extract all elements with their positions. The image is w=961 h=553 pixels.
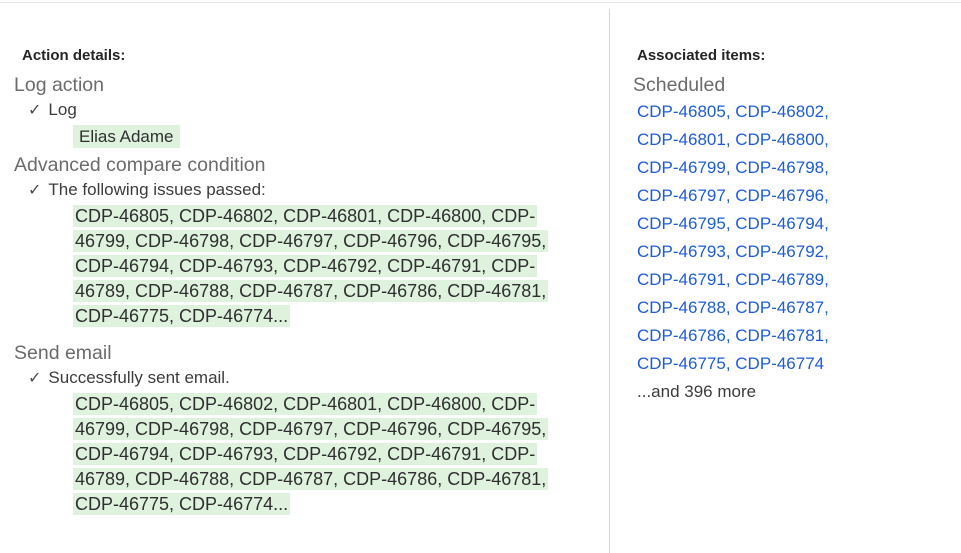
check-icon: ✓ [28,370,42,387]
link-chunk: CDP-46792, [735,238,833,266]
link-separator: , [725,186,736,205]
link-separator: , [824,186,834,205]
result-text: Log [48,100,77,119]
link-chunk: CDP-46798, [735,154,833,182]
log-action-result-row: ✓ Log [28,99,594,122]
item-link[interactable]: CDP-46781 [735,326,825,345]
section-heading-log-action: Log action [14,74,104,96]
link-chunk: CDP-46796, [735,182,833,210]
link-separator: , [824,326,834,345]
section-heading-send-email: Send email [14,342,112,364]
item-link[interactable]: CDP-46796 [735,186,825,205]
link-chunk: CDP-46788, [637,294,735,322]
link-separator: , [824,102,834,121]
link-separator: , [725,326,736,345]
item-link[interactable]: CDP-46788 [637,298,726,317]
link-separator: , [824,298,834,317]
item-link[interactable]: CDP-46805 [637,102,726,121]
link-separator: , [824,242,834,261]
more-items-count: ...and 396 more [637,382,757,401]
associated-items-panel: Associated items: Scheduled CDP-46805, C… [633,46,933,404]
highlighted-value: Elias Adame [73,125,180,148]
link-chunk: CDP-46787, [735,294,833,322]
item-link[interactable]: CDP-46791 [637,270,726,289]
link-separator: , [824,214,834,233]
result-text: The following issues passed: [48,180,266,199]
section-heading-advanced-compare: Advanced compare condition [14,154,266,176]
highlighted-issue-ids: CDP-46805, CDP-46802, CDP-46801, CDP-468… [73,393,549,515]
top-divider [0,2,961,3]
item-link[interactable]: CDP-46799 [637,158,726,177]
item-link[interactable]: CDP-46793 [637,242,726,261]
item-link[interactable]: CDP-46801 [637,130,726,149]
link-separator: , [725,242,736,261]
action-details-panel: Action details: Log action ✓ Log Elias Ad… [14,46,594,519]
link-separator: , [824,158,834,177]
associated-items-title: Associated items: [637,47,766,64]
result-text: Successfully sent email. [48,368,230,387]
link-chunk: CDP-46795, [637,210,735,238]
link-chunk: CDP-46799, [637,154,735,182]
associated-items-links: CDP-46805, CDP-46802, CDP-46801, CDP-468… [637,98,872,378]
link-separator: , [725,214,736,233]
link-chunk: CDP-46781, [735,322,833,350]
item-link[interactable]: CDP-46774 [735,354,825,373]
link-separator: , [725,102,736,121]
link-chunk: CDP-46789, [735,266,833,294]
link-separator: , [725,270,736,289]
item-link[interactable]: CDP-46795 [637,214,726,233]
link-chunk: CDP-46801, [637,126,735,154]
link-chunk: CDP-46775, [637,350,735,378]
link-chunk: CDP-46805, [637,98,735,126]
item-link[interactable]: CDP-46789 [735,270,825,289]
link-separator: , [824,130,834,149]
check-icon: ✓ [28,182,42,199]
item-link[interactable]: CDP-46802 [735,102,825,121]
advanced-compare-result-row: ✓ The following issues passed: [28,179,594,202]
link-chunk: CDP-46797, [637,182,735,210]
link-chunk: CDP-46791, [637,266,735,294]
item-link[interactable]: CDP-46786 [637,326,726,345]
link-chunk: CDP-46774 [735,350,824,378]
link-chunk: CDP-46793, [637,238,735,266]
link-chunk: CDP-46786, [637,322,735,350]
item-link[interactable]: CDP-46792 [735,242,825,261]
link-separator: , [725,130,736,149]
link-chunk: CDP-46800, [735,126,833,154]
item-link[interactable]: CDP-46798 [735,158,825,177]
item-link[interactable]: CDP-46800 [735,130,825,149]
action-details-title: Action details: [22,47,126,64]
item-link[interactable]: CDP-46775 [637,354,726,373]
link-separator: , [725,354,736,373]
log-action-detail: Elias Adame [73,124,594,149]
send-email-issue-list: CDP-46805, CDP-46802, CDP-46801, CDP-468… [73,392,581,517]
link-separator: , [824,270,834,289]
advanced-compare-issue-list: CDP-46805, CDP-46802, CDP-46801, CDP-468… [73,204,581,329]
item-link[interactable]: CDP-46794 [735,214,825,233]
link-separator: , [725,158,736,177]
link-separator: , [725,298,736,317]
item-link[interactable]: CDP-46797 [637,186,726,205]
check-icon: ✓ [28,102,42,119]
panel-divider [609,9,610,553]
link-chunk: CDP-46794, [735,210,833,238]
send-email-result-row: ✓ Successfully sent email. [28,367,594,390]
group-label-scheduled: Scheduled [633,74,726,96]
item-link[interactable]: CDP-46787 [735,298,825,317]
highlighted-issue-ids: CDP-46805, CDP-46802, CDP-46801, CDP-468… [73,205,549,327]
link-chunk: CDP-46802, [735,98,833,126]
